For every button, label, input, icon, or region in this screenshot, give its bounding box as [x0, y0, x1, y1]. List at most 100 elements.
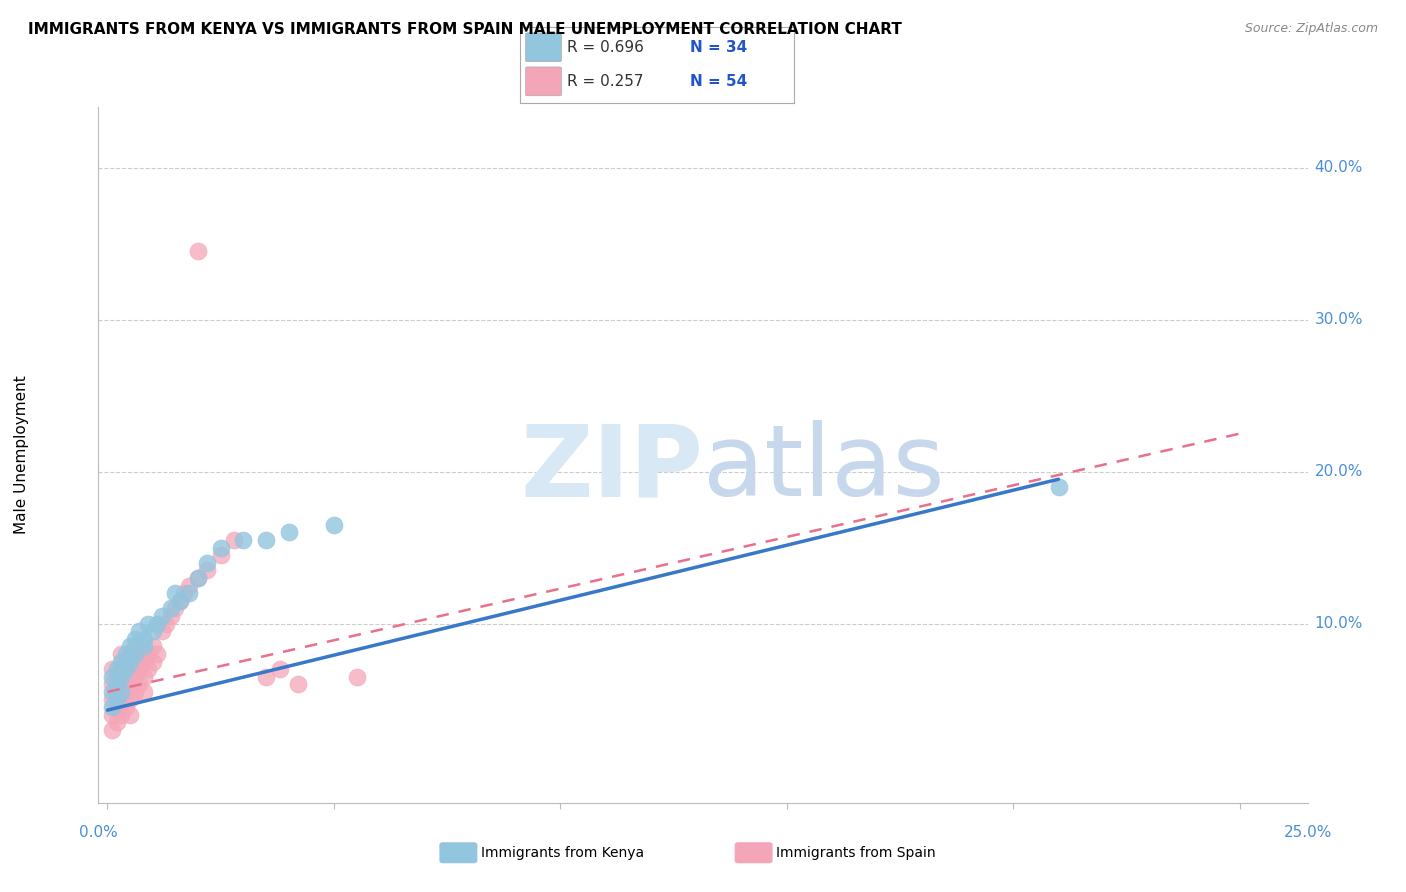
Point — [128, 624, 150, 639]
Point — [101, 677, 124, 691]
Point — [101, 670, 124, 684]
Point — [160, 601, 183, 615]
Point — [124, 640, 146, 654]
Point — [146, 616, 169, 631]
Text: R = 0.257: R = 0.257 — [567, 74, 644, 89]
Point — [101, 692, 124, 706]
Point — [209, 548, 232, 562]
Text: atlas: atlas — [703, 420, 945, 517]
Point — [209, 541, 232, 555]
Text: Source: ZipAtlas.com: Source: ZipAtlas.com — [1244, 22, 1378, 36]
Point — [120, 647, 142, 661]
Point — [187, 571, 209, 585]
Point — [110, 647, 132, 661]
Text: 0.0%: 0.0% — [79, 825, 118, 840]
Point — [105, 692, 128, 706]
Point — [322, 517, 344, 532]
Point — [101, 723, 124, 737]
Point — [165, 601, 187, 615]
Text: 20.0%: 20.0% — [1315, 464, 1362, 479]
FancyBboxPatch shape — [526, 67, 561, 95]
Point — [124, 647, 146, 661]
Point — [136, 616, 159, 631]
Point — [110, 670, 132, 684]
Point — [132, 632, 155, 646]
Point — [110, 692, 132, 706]
FancyBboxPatch shape — [526, 33, 561, 62]
Point — [128, 662, 150, 676]
Point — [101, 662, 124, 676]
Point — [110, 707, 132, 722]
Text: 30.0%: 30.0% — [1315, 312, 1362, 327]
Point — [120, 655, 142, 669]
Point — [277, 525, 299, 540]
Point — [132, 685, 155, 699]
Text: Immigrants from Spain: Immigrants from Spain — [776, 846, 936, 860]
Point — [287, 677, 309, 691]
Point — [150, 624, 173, 639]
Point — [110, 662, 132, 676]
Point — [142, 655, 165, 669]
Point — [1047, 480, 1070, 494]
Point — [169, 593, 191, 607]
Point — [110, 677, 132, 691]
Point — [177, 578, 200, 592]
Point — [120, 692, 142, 706]
Point — [101, 685, 124, 699]
Point — [165, 586, 187, 600]
Point — [155, 616, 177, 631]
Point — [110, 655, 132, 669]
Point — [254, 533, 277, 547]
Point — [169, 593, 191, 607]
Point — [114, 647, 136, 661]
Point — [346, 670, 368, 684]
Point — [142, 624, 165, 639]
Text: 25.0%: 25.0% — [1284, 825, 1331, 840]
Point — [132, 670, 155, 684]
Point — [136, 647, 159, 661]
Point — [110, 685, 132, 699]
Point — [124, 655, 146, 669]
Point — [177, 586, 200, 600]
Point — [187, 571, 209, 585]
Point — [120, 640, 142, 654]
Point — [195, 563, 218, 577]
Point — [160, 609, 183, 624]
Point — [105, 715, 128, 730]
Text: 10.0%: 10.0% — [1315, 616, 1362, 631]
Point — [114, 662, 136, 676]
Text: IMMIGRANTS FROM KENYA VS IMMIGRANTS FROM SPAIN MALE UNEMPLOYMENT CORRELATION CHA: IMMIGRANTS FROM KENYA VS IMMIGRANTS FROM… — [28, 22, 903, 37]
Point — [120, 677, 142, 691]
Point — [101, 700, 124, 714]
Point — [114, 700, 136, 714]
Point — [269, 662, 291, 676]
Point — [187, 244, 209, 259]
Point — [254, 670, 277, 684]
Text: ZIP: ZIP — [520, 420, 703, 517]
Text: N = 34: N = 34 — [690, 40, 748, 54]
Point — [150, 609, 173, 624]
Point — [132, 640, 155, 654]
Point — [101, 707, 124, 722]
Point — [146, 647, 169, 661]
Text: R = 0.696: R = 0.696 — [567, 40, 644, 54]
Point — [124, 632, 146, 646]
Point — [173, 586, 195, 600]
Point — [124, 685, 146, 699]
Point — [224, 533, 246, 547]
Point — [120, 707, 142, 722]
Point — [232, 533, 254, 547]
Point — [114, 685, 136, 699]
Point — [114, 655, 136, 669]
Point — [105, 662, 128, 676]
Point — [124, 670, 146, 684]
Point — [105, 670, 128, 684]
Point — [195, 556, 218, 570]
Text: Immigrants from Kenya: Immigrants from Kenya — [481, 846, 644, 860]
Point — [120, 662, 142, 676]
Point — [128, 647, 150, 661]
Point — [105, 677, 128, 691]
Point — [142, 640, 165, 654]
Text: N = 54: N = 54 — [690, 74, 748, 89]
Point — [132, 655, 155, 669]
